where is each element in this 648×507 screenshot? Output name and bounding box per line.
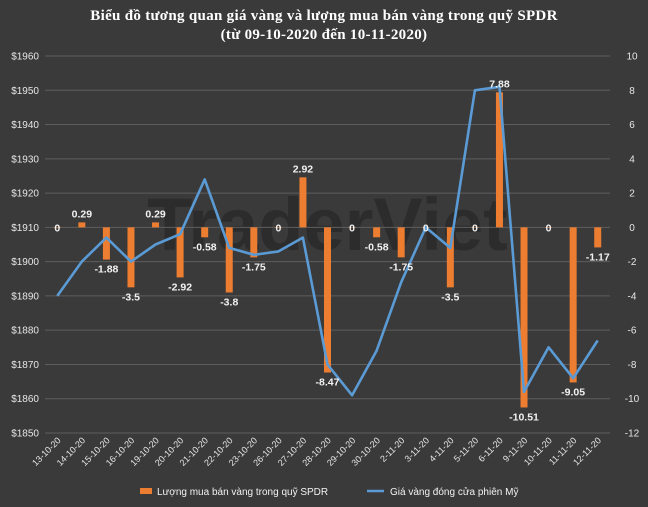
bar <box>299 177 307 228</box>
x-tick-label: 2-11-20 <box>378 435 407 464</box>
bar <box>102 227 110 260</box>
bar <box>594 227 602 248</box>
bar-data-label: 0 <box>546 222 552 234</box>
bar <box>274 227 282 228</box>
x-tick-label: 6-11-20 <box>476 435 505 464</box>
bar <box>373 227 381 238</box>
x-tick-label: 3-11-20 <box>403 435 432 464</box>
y-left-tick-label: $1850 <box>11 429 39 440</box>
y-right-tick-label: -8 <box>628 360 637 371</box>
y-right-tick-label: -2 <box>628 257 637 268</box>
bar-data-label: 0 <box>275 222 281 234</box>
bar <box>520 227 528 408</box>
y-left-tick-label: $1940 <box>11 120 39 131</box>
y-left-tick-label: $1920 <box>11 189 39 200</box>
legend-bar-label: Lượng mua bán vàng trong quỹ SPDR <box>157 487 328 498</box>
bar <box>545 227 553 228</box>
y-right-tick-label: 10 <box>626 52 638 63</box>
y-left-tick-label: $1870 <box>11 360 39 371</box>
chart-title: Biểu đồ tương quan giá vàng và lượng mua… <box>90 8 558 24</box>
bar-data-label: -1.88 <box>94 264 118 276</box>
y-right-tick-label: -10 <box>625 394 640 405</box>
bar <box>201 227 209 238</box>
bar-data-label: -1.75 <box>389 261 413 273</box>
y-left-tick-label: $1890 <box>11 291 39 302</box>
y-right-tick-label: 8 <box>629 86 635 97</box>
bar-data-label: -0.58 <box>365 241 389 253</box>
bar-data-label: -3.5 <box>122 291 140 303</box>
bar <box>127 227 135 288</box>
y-right-tick-label: 2 <box>629 189 635 200</box>
bar <box>225 227 233 293</box>
bar <box>569 227 577 383</box>
y-right-tick-label: -12 <box>625 429 640 440</box>
bar-data-label: -9.05 <box>561 386 585 398</box>
y-left-tick-label: $1960 <box>11 52 39 63</box>
y-right-tick-label: 0 <box>629 223 635 234</box>
legend-bar-swatch <box>140 488 152 494</box>
bar <box>397 227 405 258</box>
y-left-tick-label: $1860 <box>11 394 39 405</box>
bar <box>471 227 479 228</box>
price-line <box>56 85 599 397</box>
y-left-tick-label: $1880 <box>11 326 39 337</box>
bar <box>152 222 160 228</box>
y-left-tick-label: $1910 <box>11 223 39 234</box>
bar-data-label: 0.29 <box>72 208 93 220</box>
bar <box>324 227 331 373</box>
bar <box>78 222 86 228</box>
bar <box>176 227 184 278</box>
y-right-tick-label: 6 <box>629 120 635 131</box>
bar-data-label: -1.17 <box>586 251 610 263</box>
y-right-tick-label: -4 <box>628 291 637 302</box>
x-tick-label: 5-11-20 <box>452 435 481 464</box>
bar-data-label: 2.92 <box>293 163 314 175</box>
y-left-tick-label: $1900 <box>11 257 39 268</box>
chart-subtitle: (từ 09-10-2020 đến 10-11-2020) <box>220 27 428 43</box>
bar-data-label: -8.47 <box>316 377 340 389</box>
bar-data-label: 0 <box>472 222 478 234</box>
bar-data-label: -3.8 <box>220 296 238 308</box>
x-tick-label: 4-11-20 <box>427 435 456 464</box>
legend-line-label: Giá vàng đóng cửa phiên Mỹ <box>390 486 518 498</box>
y-left-tick-label: $1950 <box>11 86 39 97</box>
y-right-tick-label: 4 <box>629 154 635 165</box>
bar-data-label: -3.5 <box>441 291 459 303</box>
y-left-tick-label: $1930 <box>11 154 39 165</box>
bar-data-label: -0.58 <box>193 241 217 253</box>
bar <box>250 227 258 258</box>
bar <box>495 92 503 228</box>
bar-data-label: 7.88 <box>489 78 510 90</box>
bar-data-label: -1.75 <box>242 261 266 273</box>
y-right-tick-label: -6 <box>628 326 637 337</box>
bar-data-label: 0 <box>423 222 429 234</box>
bar <box>446 227 454 288</box>
bar-data-label: 0 <box>54 222 60 234</box>
bar <box>53 227 61 228</box>
bar-data-label: -10.51 <box>509 411 539 423</box>
bar-data-label: -2.92 <box>168 281 192 293</box>
bar <box>348 227 356 228</box>
bar-data-label: 0.29 <box>145 208 166 220</box>
bar-data-label: 0 <box>349 222 355 234</box>
